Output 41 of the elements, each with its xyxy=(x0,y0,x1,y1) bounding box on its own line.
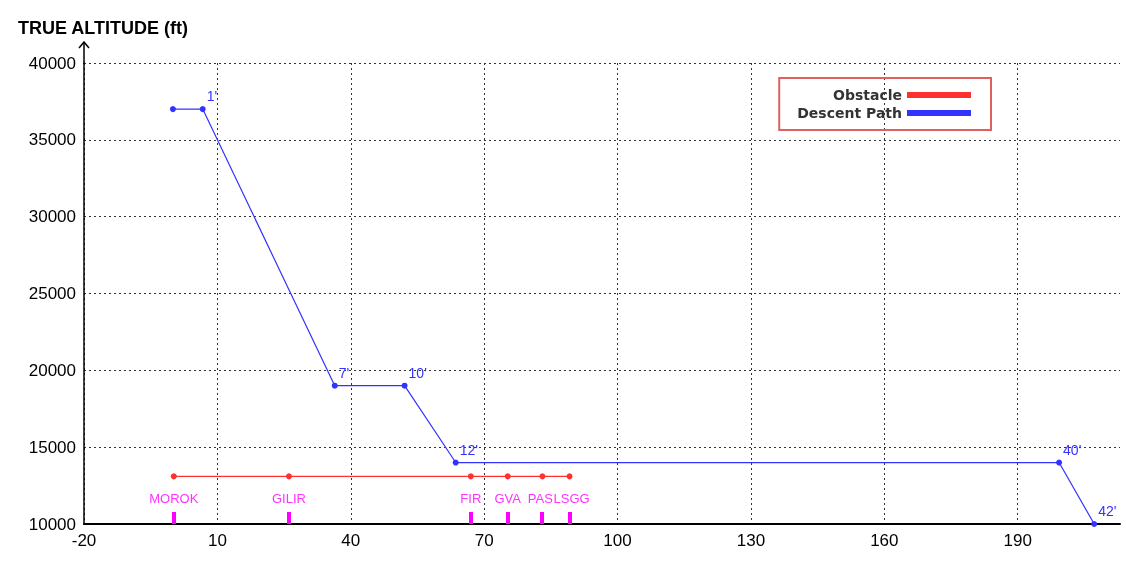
point xyxy=(169,106,176,113)
data-label: MOROK xyxy=(149,491,199,507)
point xyxy=(401,382,408,389)
annotation: 42' xyxy=(1098,503,1117,519)
annotation: 1' xyxy=(206,88,218,105)
x-tick-label: 10 xyxy=(207,531,227,550)
point xyxy=(285,473,292,480)
point xyxy=(467,473,474,480)
legend-label: Descent Path xyxy=(797,105,902,121)
legend-label: Obstacle xyxy=(833,87,902,103)
point xyxy=(1056,459,1063,466)
point xyxy=(1091,521,1098,527)
data-label: GILIR xyxy=(271,491,306,507)
data-label: LSGG xyxy=(553,491,590,507)
y-tick-label: 15000 xyxy=(28,437,76,457)
data-label: PAS xyxy=(527,491,554,507)
y-tick-label: 30000 xyxy=(28,207,76,227)
y-tick-label: 20000 xyxy=(28,360,76,380)
y-tick-label: 40000 xyxy=(28,53,76,73)
y-tick-label: 25000 xyxy=(28,284,76,303)
x-tick-label: -20 xyxy=(71,531,97,550)
point xyxy=(539,473,546,480)
x-tick-label: 130 xyxy=(736,531,766,550)
annotation: 10' xyxy=(408,364,427,381)
x-tick-label: 40 xyxy=(341,531,361,550)
x-tick-label: 70 xyxy=(474,531,494,550)
data-label: GVA xyxy=(494,491,522,507)
y-tick-label: 35000 xyxy=(28,130,76,150)
x-tick-label: 160 xyxy=(870,531,899,550)
point xyxy=(504,473,511,480)
point xyxy=(331,382,338,389)
x-tick-label: 100 xyxy=(603,531,632,550)
y-axis-title: TRUE ALTITUDE (ft) xyxy=(18,18,188,38)
annotation: 12' xyxy=(459,441,478,458)
point xyxy=(199,106,206,113)
annotation: 40' xyxy=(1063,441,1082,458)
point xyxy=(170,473,177,480)
y-tick-label: 10000 xyxy=(28,514,76,534)
data-label: FIR xyxy=(460,491,482,507)
x-tick-label: 190 xyxy=(1003,531,1032,550)
annotation: 7' xyxy=(338,364,350,381)
